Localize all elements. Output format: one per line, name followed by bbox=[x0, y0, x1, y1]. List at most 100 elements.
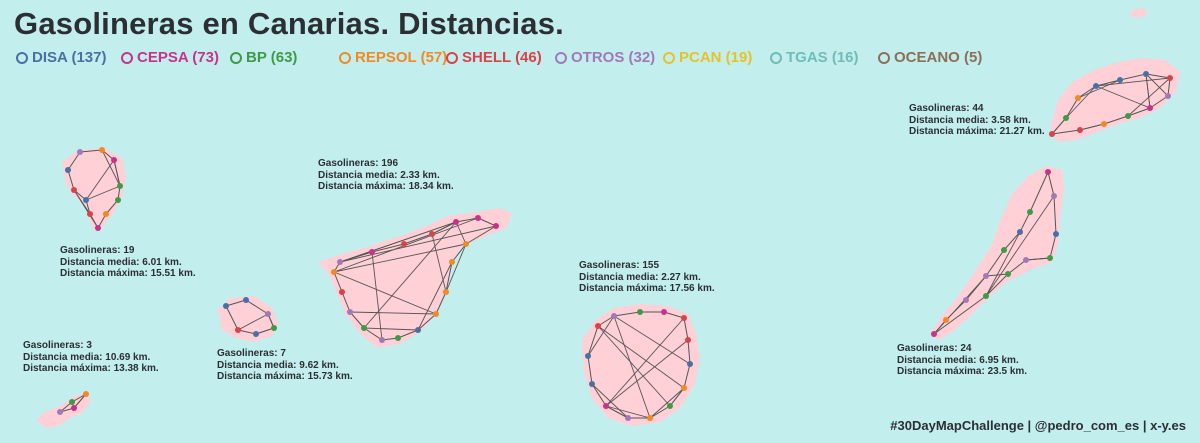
edge-tenerife bbox=[363, 327, 419, 331]
edge-tenerife bbox=[403, 233, 433, 245]
edge-lanzarote bbox=[1065, 85, 1097, 119]
station-fuerteventura bbox=[1051, 193, 1057, 199]
legend-item-tgas: TGAS (16) bbox=[770, 49, 859, 66]
legend-item-oceano: OCEANO (5) bbox=[878, 49, 982, 66]
ring-icon bbox=[16, 51, 28, 64]
ring-icon bbox=[663, 51, 675, 64]
island-gran-canaria bbox=[582, 304, 700, 426]
edge-fuerteventura bbox=[933, 275, 987, 335]
station-la-palma bbox=[99, 147, 105, 153]
ring-icon bbox=[339, 51, 351, 64]
island-stats-gran-canaria: Gasolineras: 155 Distancia media: 2.27 k… bbox=[579, 260, 715, 295]
edge-gran-canaria bbox=[683, 317, 689, 341]
station-gran-canaria bbox=[595, 323, 601, 329]
station-gran-canaria bbox=[681, 385, 687, 391]
station-la-gomera bbox=[265, 311, 271, 317]
station-la-palma bbox=[115, 197, 121, 203]
edge-gran-canaria bbox=[597, 325, 685, 389]
station-la-palma bbox=[117, 183, 123, 189]
stat-media: Distancia media: 10.69 km. bbox=[23, 351, 151, 363]
legend-label: TGAS (16) bbox=[786, 49, 859, 66]
edge-gran-canaria bbox=[587, 355, 593, 385]
island-stats-lanzarote: Gasolineras: 44 Distancia media: 3.58 km… bbox=[909, 103, 1045, 138]
edge-tenerife bbox=[333, 243, 467, 273]
stat-gasolineras: Gasolineras: 44 bbox=[909, 103, 984, 114]
edge-tenerife bbox=[417, 261, 453, 331]
station-tenerife bbox=[369, 249, 375, 255]
station-fuerteventura bbox=[1027, 209, 1033, 215]
edge-tenerife bbox=[445, 243, 467, 293]
station-gran-canaria bbox=[687, 361, 693, 367]
edge-tenerife bbox=[333, 271, 437, 315]
edge-lanzarote bbox=[1167, 77, 1171, 97]
edge-lanzarote bbox=[1095, 77, 1171, 87]
island-stats-la-palma: Gasolineras: 19 Distancia media: 6.01 km… bbox=[60, 245, 196, 280]
station-la-palma bbox=[83, 197, 89, 203]
station-tenerife bbox=[493, 223, 499, 229]
station-tenerife bbox=[443, 289, 449, 295]
edge-lanzarote bbox=[1095, 79, 1121, 87]
network-edges bbox=[59, 73, 1171, 419]
ring-icon bbox=[446, 51, 458, 64]
map-title: Gasolineras en Canarias. Distancias. bbox=[14, 6, 564, 41]
station-fuerteventura bbox=[1023, 257, 1029, 263]
stat-maxima: Distancia máxima: 13.38 km. bbox=[23, 363, 159, 374]
station-tenerife bbox=[337, 259, 343, 265]
edge-tenerife bbox=[455, 217, 479, 223]
stat-media: Distancia media: 6.95 km. bbox=[897, 354, 1019, 366]
legend-label: REPSOL (57) bbox=[355, 49, 448, 66]
edge-lanzarote bbox=[1145, 73, 1151, 109]
edge-gran-canaria bbox=[587, 325, 599, 357]
edge-la-palma bbox=[113, 159, 121, 187]
edge-fuerteventura bbox=[1047, 171, 1055, 197]
legend-item-disa: DISA (137) bbox=[16, 49, 106, 66]
station-gran-canaria bbox=[667, 403, 673, 409]
station-el-hierro bbox=[69, 399, 75, 405]
stat-maxima: Distancia máxima: 17.56 km. bbox=[579, 283, 715, 294]
edge-gran-canaria bbox=[605, 405, 629, 419]
edge-fuerteventura bbox=[1019, 211, 1031, 233]
station-tenerife bbox=[415, 327, 421, 333]
edge-fuerteventura bbox=[933, 295, 987, 335]
stat-gasolineras: Gasolineras: 24 bbox=[897, 343, 972, 354]
stat-maxima: Distancia máxima: 23.5 km. bbox=[897, 366, 1028, 377]
edge-tenerife bbox=[371, 243, 405, 253]
ring-icon bbox=[121, 51, 133, 64]
edge-tenerife bbox=[431, 221, 457, 235]
station-lanzarote bbox=[1093, 83, 1099, 89]
ring-icon bbox=[555, 51, 567, 64]
edge-fuerteventura bbox=[1007, 259, 1027, 275]
station-tenerife bbox=[401, 241, 407, 247]
station-lanzarote bbox=[1147, 105, 1153, 111]
station-gran-canaria bbox=[611, 313, 617, 319]
edge-fuerteventura bbox=[985, 195, 1055, 297]
edge-tenerife bbox=[333, 271, 343, 293]
legend-label: CEPSA (73) bbox=[137, 49, 219, 66]
edge-lanzarote bbox=[1145, 73, 1169, 97]
edge-lanzarote bbox=[1051, 117, 1067, 135]
legend-item-shell: SHELL (46) bbox=[446, 49, 542, 66]
station-la-palma bbox=[87, 211, 93, 217]
edge-tenerife bbox=[339, 221, 457, 263]
station-el-hierro bbox=[71, 405, 77, 411]
station-gran-canaria bbox=[603, 403, 609, 409]
edge-fuerteventura bbox=[985, 249, 1005, 277]
edge-tenerife bbox=[339, 225, 497, 263]
station-tenerife bbox=[475, 215, 481, 221]
stat-gasolineras: Gasolineras: 155 bbox=[579, 260, 660, 271]
edge-tenerife bbox=[435, 291, 447, 315]
station-fuerteventura bbox=[963, 297, 969, 303]
edge-lanzarote bbox=[1119, 73, 1147, 81]
legend-label: SHELL (46) bbox=[462, 49, 542, 66]
station-el-hierro bbox=[83, 391, 89, 397]
legend-label: OCEANO (5) bbox=[894, 49, 983, 66]
edge-lanzarote bbox=[1095, 85, 1151, 109]
edge-gran-canaria bbox=[683, 363, 691, 389]
station-fuerteventura bbox=[983, 293, 989, 299]
legend-item-otros: OTROS (32) bbox=[555, 49, 655, 66]
station-tenerife bbox=[463, 241, 469, 247]
station-gran-canaria bbox=[637, 309, 643, 315]
edge-gran-canaria bbox=[663, 311, 685, 319]
edge-tenerife bbox=[477, 217, 497, 227]
